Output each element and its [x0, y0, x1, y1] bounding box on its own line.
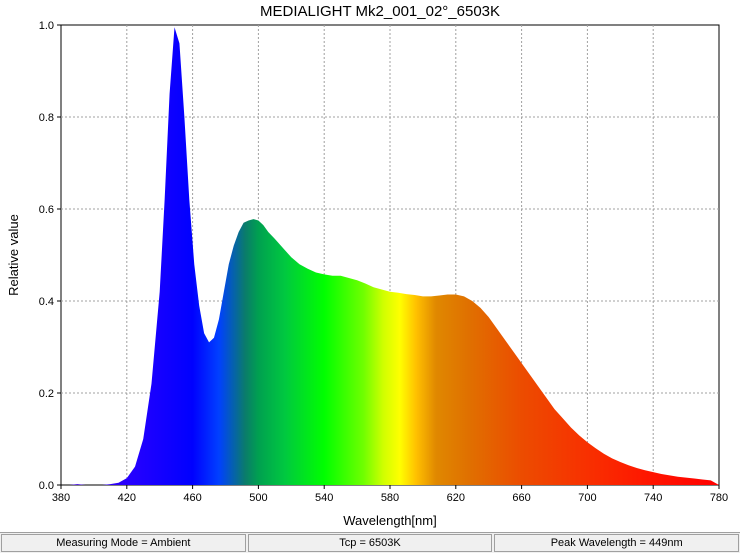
x-tick-label: 540 [315, 492, 333, 504]
spectrum-chart: MEDIALIGHT Mk2_001_02°_6503K 380 420 460 50… [6, 3, 728, 528]
x-tick-label: 660 [512, 492, 530, 504]
x-tick-label: 460 [183, 492, 201, 504]
chart-title: MEDIALIGHT Mk2_001_02°_6503K [260, 3, 500, 20]
y-tick-label: 0.8 [39, 112, 54, 124]
status-measuring-mode: Measuring Mode = Ambient [1, 534, 246, 552]
x-tick-label: 740 [644, 492, 662, 504]
x-axis-title: Wavelength[nm] [343, 513, 436, 528]
spectrum-area [61, 27, 719, 486]
status-bar: Measuring Mode = Ambient Tcp = 6503K Pea… [0, 532, 740, 553]
status-peak-wavelength: Peak Wavelength = 449nm [494, 534, 740, 552]
y-tick-label: 0.0 [39, 480, 54, 492]
y-tick-label: 1.0 [39, 20, 54, 32]
status-tcp: Tcp = 6503K [247, 534, 493, 552]
x-tick-label: 500 [249, 492, 267, 504]
axis-ticks: 380 420 460 500 540 580 620 660 700 740 780 0.0 0.2 0… [39, 20, 728, 504]
y-tick-label: 0.4 [39, 296, 54, 308]
x-tick-label: 780 [710, 492, 728, 504]
x-tick-label: 700 [578, 492, 596, 504]
x-tick-label: 620 [447, 492, 465, 504]
x-tick-label: 380 [52, 492, 70, 504]
x-tick-label: 580 [381, 492, 399, 504]
y-tick-label: 0.2 [39, 388, 54, 400]
y-tick-label: 0.6 [39, 204, 54, 216]
x-tick-label: 420 [118, 492, 136, 504]
y-axis-title: Relative value [6, 214, 21, 296]
